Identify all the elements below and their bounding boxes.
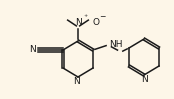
Text: N: N bbox=[76, 18, 82, 27]
Text: N: N bbox=[74, 78, 80, 87]
Text: ⁺: ⁺ bbox=[83, 12, 87, 21]
Text: O: O bbox=[93, 18, 100, 27]
Text: N: N bbox=[29, 44, 35, 53]
Text: N: N bbox=[142, 76, 148, 85]
Text: −: − bbox=[99, 12, 105, 21]
Text: NH: NH bbox=[109, 40, 122, 49]
